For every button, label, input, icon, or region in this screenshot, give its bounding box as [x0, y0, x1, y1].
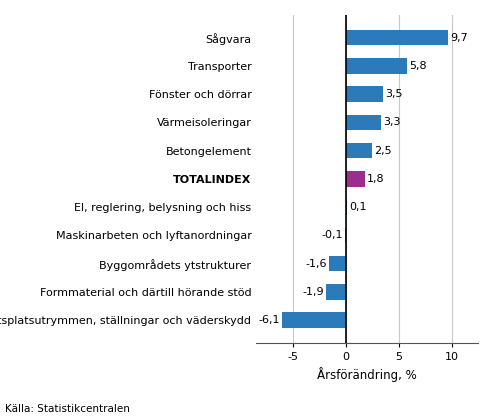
Text: -1,6: -1,6 — [306, 259, 327, 269]
Bar — [346, 171, 365, 187]
Text: 5,8: 5,8 — [409, 61, 427, 71]
Text: 9,7: 9,7 — [451, 33, 468, 43]
Text: 3,5: 3,5 — [385, 89, 403, 99]
Bar — [346, 143, 372, 158]
Bar — [345, 228, 346, 243]
Text: 2,5: 2,5 — [375, 146, 392, 156]
Text: Källa: Statistikcentralen: Källa: Statistikcentralen — [5, 404, 130, 414]
Text: -1,9: -1,9 — [302, 287, 324, 297]
Bar — [346, 199, 347, 215]
Bar — [326, 284, 346, 300]
X-axis label: Årsförändring, %: Årsförändring, % — [317, 367, 417, 382]
Bar — [329, 256, 346, 271]
Bar — [346, 58, 407, 74]
Bar — [282, 312, 346, 328]
Text: 3,3: 3,3 — [383, 117, 400, 127]
Text: -0,1: -0,1 — [321, 230, 343, 240]
Bar — [346, 30, 449, 45]
Bar — [346, 87, 383, 102]
Text: 1,8: 1,8 — [367, 174, 385, 184]
Text: 0,1: 0,1 — [349, 202, 367, 212]
Bar — [346, 115, 381, 130]
Text: -6,1: -6,1 — [258, 315, 280, 325]
